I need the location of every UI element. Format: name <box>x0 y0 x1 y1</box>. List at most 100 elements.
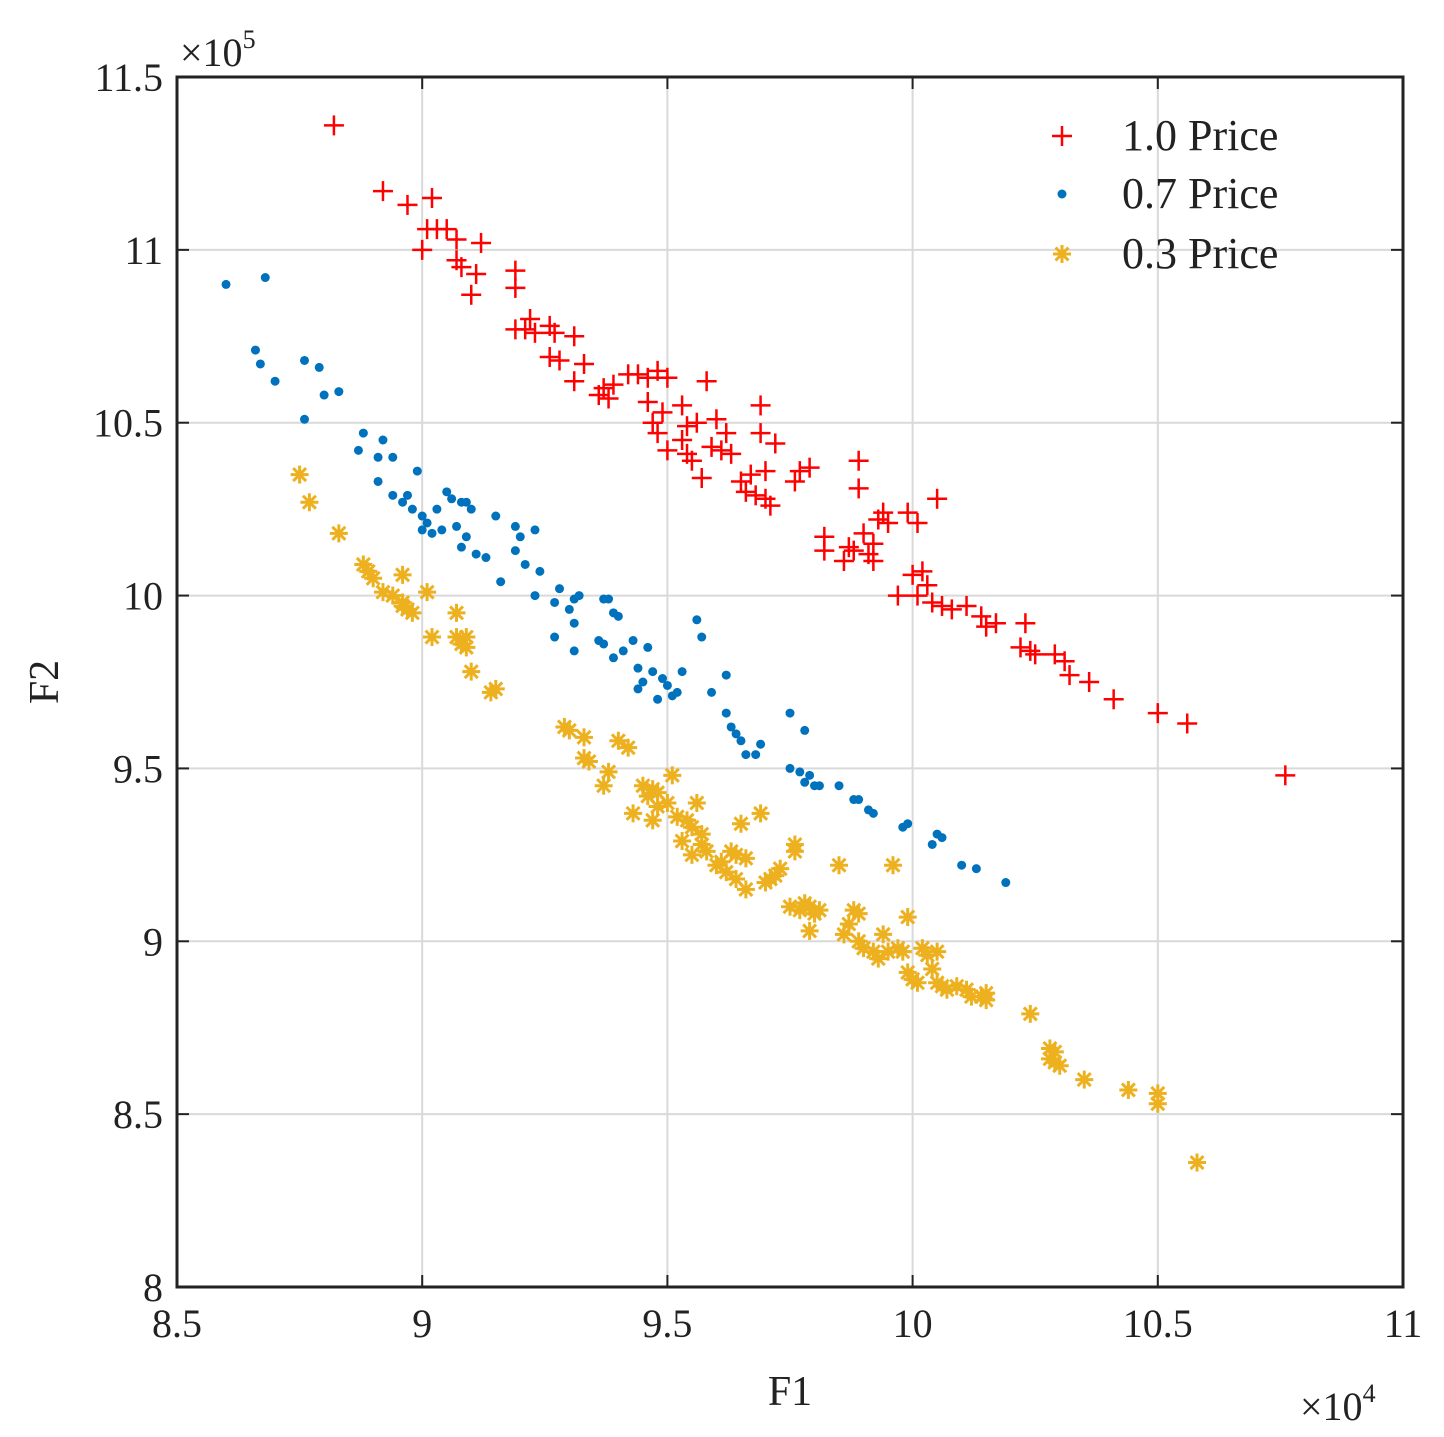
data-point-dot <box>353 445 363 455</box>
data-point-asterisk <box>697 842 716 861</box>
data-point-dot <box>697 632 707 642</box>
data-point-dot <box>800 777 810 787</box>
data-point-asterisk <box>609 731 628 750</box>
data-point-dot <box>481 553 491 563</box>
data-point-plus <box>1103 689 1124 710</box>
data-point-dot <box>515 532 525 542</box>
data-point-plus <box>932 595 953 616</box>
data-point-dot <box>520 559 530 569</box>
data-point-plus <box>716 423 737 444</box>
data-point-plus <box>1010 637 1031 658</box>
legend-item-0-7-price: 0.7 Price <box>1057 169 1278 218</box>
data-point-plus <box>520 309 541 329</box>
data-point-plus <box>873 502 894 523</box>
data-point-plus <box>765 433 786 454</box>
data-point-asterisk <box>810 901 829 920</box>
data-point-dot <box>805 770 815 780</box>
data-point-plus <box>853 523 874 544</box>
data-point-dot <box>957 860 967 870</box>
data-point-plus <box>672 395 693 416</box>
data-point-dot <box>422 518 432 528</box>
data-point-plus <box>603 374 624 395</box>
data-point-plus <box>524 322 545 343</box>
data-point-asterisk <box>393 596 412 615</box>
data-point-dot <box>373 476 383 486</box>
legend-marker-plus <box>1052 126 1072 146</box>
legend-marker-asterisk <box>1053 245 1071 263</box>
data-point-asterisk <box>908 973 927 992</box>
data-point-plus <box>745 485 766 506</box>
data-point-asterisk <box>663 766 682 785</box>
x-axis-title: F1 <box>768 1369 812 1415</box>
data-point-asterisk <box>869 949 888 968</box>
data-point-plus <box>642 412 663 433</box>
data-point-asterisk <box>898 908 917 927</box>
data-point-dot <box>334 387 344 397</box>
data-point-plus <box>917 575 938 596</box>
data-point-plus <box>833 551 854 571</box>
data-point-plus <box>863 533 884 554</box>
data-point-asterisk <box>682 845 701 864</box>
data-point-asterisk <box>1119 1080 1138 1099</box>
legend-label-1-0-price: 1.0 Price <box>1122 111 1278 160</box>
data-point-asterisk <box>1050 1056 1069 1075</box>
data-point-asterisk <box>403 603 422 622</box>
legend-symbol <box>1053 245 1071 263</box>
data-point-plus <box>564 326 585 347</box>
data-point-dot <box>643 642 653 652</box>
data-point-asterisk <box>599 762 618 781</box>
data-point-plus <box>902 564 923 585</box>
y-tick-label: 11.5 <box>94 55 163 100</box>
data-point-plus <box>711 440 732 461</box>
data-point-dot <box>398 497 408 507</box>
data-point-dot <box>854 795 864 805</box>
data-point-asterisk <box>785 842 804 861</box>
data-point-plus <box>1079 672 1100 692</box>
x-tick-label: 10.5 <box>1123 1301 1193 1346</box>
data-point-dot <box>662 680 672 690</box>
legend-label-0-7-price: 0.7 Price <box>1122 169 1278 218</box>
data-point-plus <box>549 350 570 371</box>
data-point-plus <box>985 613 1006 634</box>
data-point-dot <box>260 273 270 283</box>
legend-label-0-3-price: 0.3 Price <box>1122 229 1278 278</box>
data-point-asterisk <box>751 804 770 823</box>
data-point-plus <box>750 423 771 444</box>
data-point-plus <box>647 423 668 444</box>
data-point-plus <box>505 277 526 298</box>
legend-symbol <box>1052 126 1072 146</box>
data-point-asterisk <box>771 859 790 878</box>
data-point-plus <box>686 412 707 433</box>
data-point-dot <box>466 504 476 514</box>
data-point-dot <box>608 653 618 663</box>
data-point-asterisk <box>736 880 755 899</box>
data-point-plus <box>755 461 776 482</box>
data-point-plus <box>515 319 536 340</box>
data-point-plus <box>696 371 717 392</box>
data-point-plus <box>838 537 859 558</box>
data-point-asterisk <box>579 752 598 771</box>
x-multiplier-base: ×10 <box>1300 1384 1363 1429</box>
data-point-dot <box>741 750 751 760</box>
data-point-plus <box>593 378 614 399</box>
data-point-plus <box>863 551 884 571</box>
data-point-asterisk <box>447 603 466 622</box>
y-tick-label: 10 <box>123 574 163 619</box>
data-point-dot <box>427 528 437 538</box>
data-point-plus <box>471 232 492 253</box>
data-point-plus <box>461 284 482 305</box>
data-point-dot <box>535 566 545 576</box>
data-point-plus <box>887 585 908 606</box>
data-point-plus <box>897 502 918 523</box>
data-point-dot <box>1001 878 1011 888</box>
data-point-plus <box>637 391 658 412</box>
data-point-dot <box>402 490 412 500</box>
data-point-plus <box>657 367 678 388</box>
x-tick-labels: 8.5 9 9.5 10 10.5 11 <box>152 1301 1422 1346</box>
data-point-plus <box>941 599 962 620</box>
data-point-dot <box>432 504 442 514</box>
data-point-asterisk <box>717 863 736 882</box>
data-point-asterisk <box>290 465 309 484</box>
data-point-dot <box>736 736 746 746</box>
